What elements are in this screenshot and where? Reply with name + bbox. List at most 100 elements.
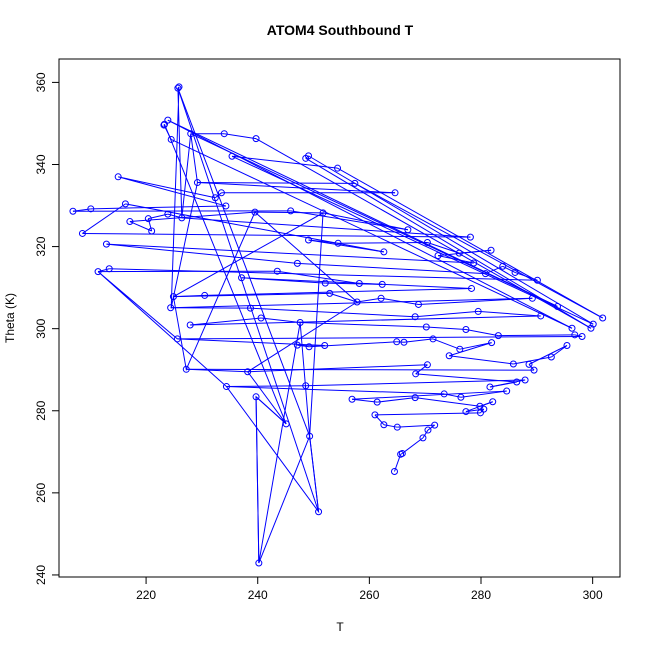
data-point: [568, 324, 576, 332]
data-point: [87, 205, 95, 213]
data-point: [486, 383, 494, 391]
data-point: [251, 208, 259, 216]
data-point: [351, 179, 359, 187]
data-point: [287, 207, 295, 215]
series-line-segment: [247, 364, 428, 373]
data-point: [201, 291, 209, 299]
data-point: [397, 450, 405, 458]
data-point: [470, 259, 478, 267]
data-point: [423, 238, 431, 246]
data-point: [78, 229, 86, 237]
series-line-segment: [129, 221, 152, 232]
data-point: [252, 135, 260, 143]
data-point: [431, 421, 439, 429]
data-point: [148, 227, 156, 235]
data-point: [326, 289, 334, 297]
series-line-segment: [305, 379, 526, 387]
data-point: [462, 325, 470, 333]
data-point: [393, 423, 401, 431]
series-line-segment: [422, 429, 429, 439]
data-point: [306, 432, 314, 440]
data-point: [380, 248, 388, 256]
data-point: [255, 559, 263, 567]
series-line-segment: [427, 242, 460, 254]
series-line-segment: [170, 138, 573, 329]
series-line-segment: [465, 401, 493, 413]
series-line-segment: [297, 344, 310, 348]
series-line-segment: [106, 243, 298, 264]
data-point: [489, 398, 497, 406]
data-point: [481, 270, 489, 278]
series-line-segment: [197, 182, 396, 194]
data-point: [348, 395, 356, 403]
data-point: [380, 421, 388, 429]
x-axis: 220 240 260 280 300: [136, 576, 603, 602]
data-point: [334, 164, 342, 172]
series-points: [69, 83, 607, 567]
y-tick-label: 300: [34, 318, 48, 338]
data-point: [445, 352, 453, 360]
data-point: [404, 226, 412, 234]
series-line-segment: [164, 124, 287, 425]
x-tick-label: 240: [248, 588, 268, 602]
data-point: [429, 335, 437, 343]
data-point: [455, 249, 463, 257]
series-line-segment: [300, 322, 427, 328]
data-point: [102, 240, 110, 248]
data-point: [238, 274, 246, 282]
x-tick-label: 260: [359, 588, 379, 602]
x-tick-label: 300: [583, 588, 603, 602]
x-axis-label: T: [336, 620, 344, 634]
data-point: [525, 360, 533, 368]
data-point: [293, 259, 301, 267]
series-line-segment: [261, 317, 301, 324]
series-line-segment: [465, 329, 499, 337]
data-point: [164, 210, 172, 218]
y-tick-label: 360: [34, 72, 48, 92]
series-line-segment: [177, 87, 320, 512]
data-point: [400, 338, 408, 346]
y-axis: 240 260 280 300 320 340 360: [34, 72, 60, 585]
data-point: [121, 200, 129, 208]
data-point: [193, 179, 201, 187]
data-point: [487, 246, 495, 254]
series-line-segment: [437, 249, 492, 257]
data-point: [476, 409, 484, 417]
data-point: [246, 304, 254, 312]
series-line-segment: [338, 241, 428, 244]
data-point: [411, 313, 419, 321]
series-line-segment: [118, 176, 216, 199]
data-point: [178, 214, 186, 222]
data-point: [553, 303, 561, 311]
plot-area-frame: [58, 58, 621, 578]
data-point: [521, 376, 529, 384]
y-tick-label: 240: [34, 565, 48, 585]
y-tick-label: 340: [34, 154, 48, 174]
data-point: [530, 366, 538, 374]
data-point: [390, 468, 398, 476]
data-point: [105, 265, 113, 273]
data-point: [563, 342, 571, 350]
series-line-segment: [181, 217, 471, 238]
data-point: [578, 332, 586, 340]
data-point: [462, 408, 470, 416]
series-line-segment: [170, 297, 533, 309]
data-point: [499, 262, 507, 270]
data-point: [305, 152, 313, 160]
data-point: [371, 411, 379, 419]
data-point: [423, 361, 431, 369]
data-point: [182, 365, 190, 373]
series-line-segment: [426, 326, 466, 330]
data-point: [321, 279, 329, 287]
series-line-segment: [309, 341, 397, 348]
series-line-segment: [528, 364, 535, 371]
series-line-segment: [357, 297, 382, 303]
series-line-segment: [254, 211, 324, 214]
data-point: [422, 323, 430, 331]
series-line-segment: [480, 408, 485, 414]
series-line-segment: [250, 307, 416, 318]
series-line-segment: [163, 123, 165, 126]
data-point: [69, 207, 77, 215]
series-line-segment: [186, 368, 535, 371]
